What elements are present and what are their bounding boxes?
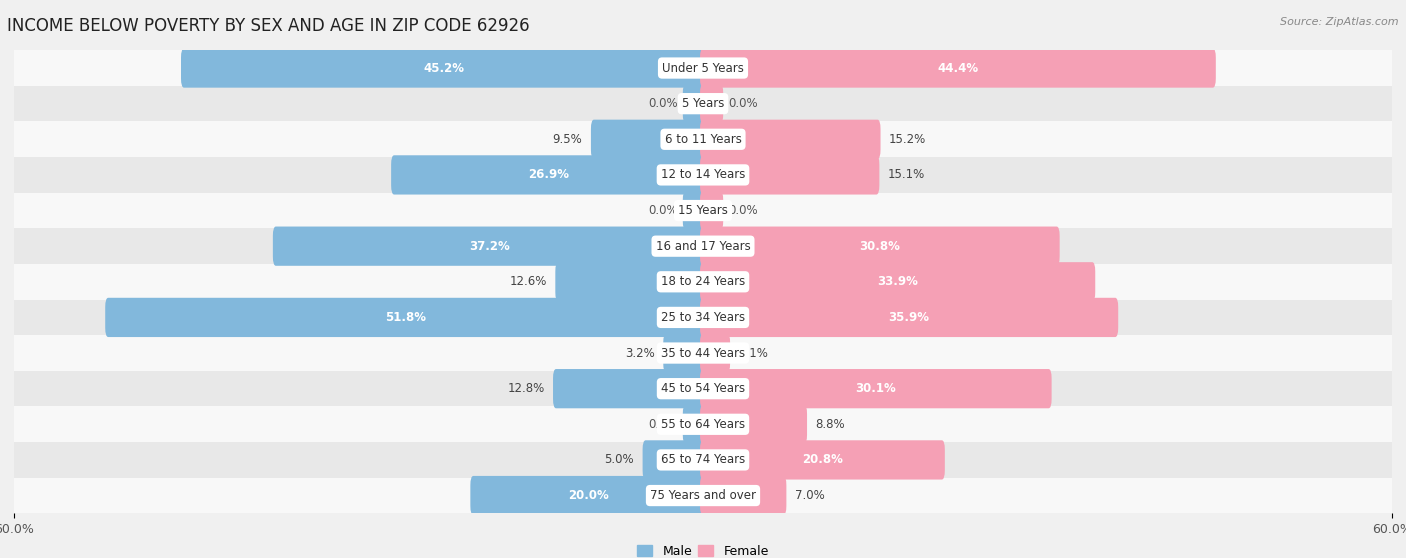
Text: 44.4%: 44.4%: [938, 61, 979, 75]
Bar: [14, 371, 1392, 406]
Text: 15.1%: 15.1%: [887, 169, 925, 181]
Text: Source: ZipAtlas.com: Source: ZipAtlas.com: [1281, 17, 1399, 27]
FancyBboxPatch shape: [591, 119, 706, 159]
Text: 35 to 44 Years: 35 to 44 Years: [661, 347, 745, 359]
Bar: [14, 264, 1392, 300]
Text: 5 Years: 5 Years: [682, 97, 724, 110]
Text: 15.2%: 15.2%: [889, 133, 927, 146]
Text: 6 to 11 Years: 6 to 11 Years: [665, 133, 741, 146]
FancyBboxPatch shape: [700, 227, 1060, 266]
FancyBboxPatch shape: [700, 49, 1216, 88]
Text: 33.9%: 33.9%: [877, 275, 918, 288]
Text: 37.2%: 37.2%: [470, 240, 510, 253]
Text: 55 to 64 Years: 55 to 64 Years: [661, 418, 745, 431]
FancyBboxPatch shape: [700, 262, 1095, 301]
FancyBboxPatch shape: [700, 440, 945, 479]
Text: 26.9%: 26.9%: [529, 169, 569, 181]
Bar: [14, 122, 1392, 157]
FancyBboxPatch shape: [700, 334, 730, 373]
FancyBboxPatch shape: [683, 191, 706, 230]
Text: 51.8%: 51.8%: [385, 311, 426, 324]
Text: 65 to 74 Years: 65 to 74 Years: [661, 454, 745, 466]
Text: 0.0%: 0.0%: [648, 204, 678, 217]
Text: 8.8%: 8.8%: [815, 418, 845, 431]
Bar: [14, 300, 1392, 335]
FancyBboxPatch shape: [700, 405, 807, 444]
FancyBboxPatch shape: [700, 476, 786, 515]
FancyBboxPatch shape: [181, 49, 706, 88]
FancyBboxPatch shape: [555, 262, 706, 301]
FancyBboxPatch shape: [273, 227, 706, 266]
Text: 12.6%: 12.6%: [509, 275, 547, 288]
Text: 3.2%: 3.2%: [626, 347, 655, 359]
Text: 0.0%: 0.0%: [728, 204, 758, 217]
Legend: Male, Female: Male, Female: [633, 540, 773, 558]
FancyBboxPatch shape: [700, 369, 1052, 408]
Text: 18 to 24 Years: 18 to 24 Years: [661, 275, 745, 288]
Text: INCOME BELOW POVERTY BY SEX AND AGE IN ZIP CODE 62926: INCOME BELOW POVERTY BY SEX AND AGE IN Z…: [7, 17, 530, 35]
Bar: [14, 406, 1392, 442]
Text: 12 to 14 Years: 12 to 14 Years: [661, 169, 745, 181]
Text: 30.8%: 30.8%: [859, 240, 900, 253]
Text: 45 to 54 Years: 45 to 54 Years: [661, 382, 745, 395]
Text: 30.1%: 30.1%: [855, 382, 896, 395]
FancyBboxPatch shape: [664, 334, 706, 373]
Bar: [14, 86, 1392, 122]
Text: 16 and 17 Years: 16 and 17 Years: [655, 240, 751, 253]
Bar: [14, 478, 1392, 513]
Text: 12.8%: 12.8%: [508, 382, 544, 395]
FancyBboxPatch shape: [700, 191, 723, 230]
FancyBboxPatch shape: [391, 155, 706, 195]
FancyBboxPatch shape: [471, 476, 706, 515]
Bar: [14, 193, 1392, 228]
Text: Under 5 Years: Under 5 Years: [662, 61, 744, 75]
FancyBboxPatch shape: [700, 155, 879, 195]
Bar: [14, 228, 1392, 264]
Text: 20.0%: 20.0%: [568, 489, 609, 502]
FancyBboxPatch shape: [700, 119, 880, 159]
FancyBboxPatch shape: [700, 84, 723, 123]
Text: 5.0%: 5.0%: [605, 454, 634, 466]
Text: 0.0%: 0.0%: [648, 97, 678, 110]
FancyBboxPatch shape: [105, 298, 706, 337]
FancyBboxPatch shape: [683, 84, 706, 123]
FancyBboxPatch shape: [553, 369, 706, 408]
Bar: [14, 157, 1392, 193]
Text: 9.5%: 9.5%: [553, 133, 582, 146]
Text: 25 to 34 Years: 25 to 34 Years: [661, 311, 745, 324]
Bar: [14, 50, 1392, 86]
Text: 15 Years: 15 Years: [678, 204, 728, 217]
Text: 0.0%: 0.0%: [728, 97, 758, 110]
Text: 45.2%: 45.2%: [423, 61, 464, 75]
FancyBboxPatch shape: [643, 440, 706, 479]
Text: 35.9%: 35.9%: [889, 311, 929, 324]
Text: 2.1%: 2.1%: [738, 347, 769, 359]
Bar: [14, 335, 1392, 371]
Bar: [14, 442, 1392, 478]
Text: 7.0%: 7.0%: [794, 489, 824, 502]
Text: 20.8%: 20.8%: [801, 454, 842, 466]
Text: 75 Years and over: 75 Years and over: [650, 489, 756, 502]
FancyBboxPatch shape: [700, 298, 1118, 337]
FancyBboxPatch shape: [683, 405, 706, 444]
Text: 0.0%: 0.0%: [648, 418, 678, 431]
